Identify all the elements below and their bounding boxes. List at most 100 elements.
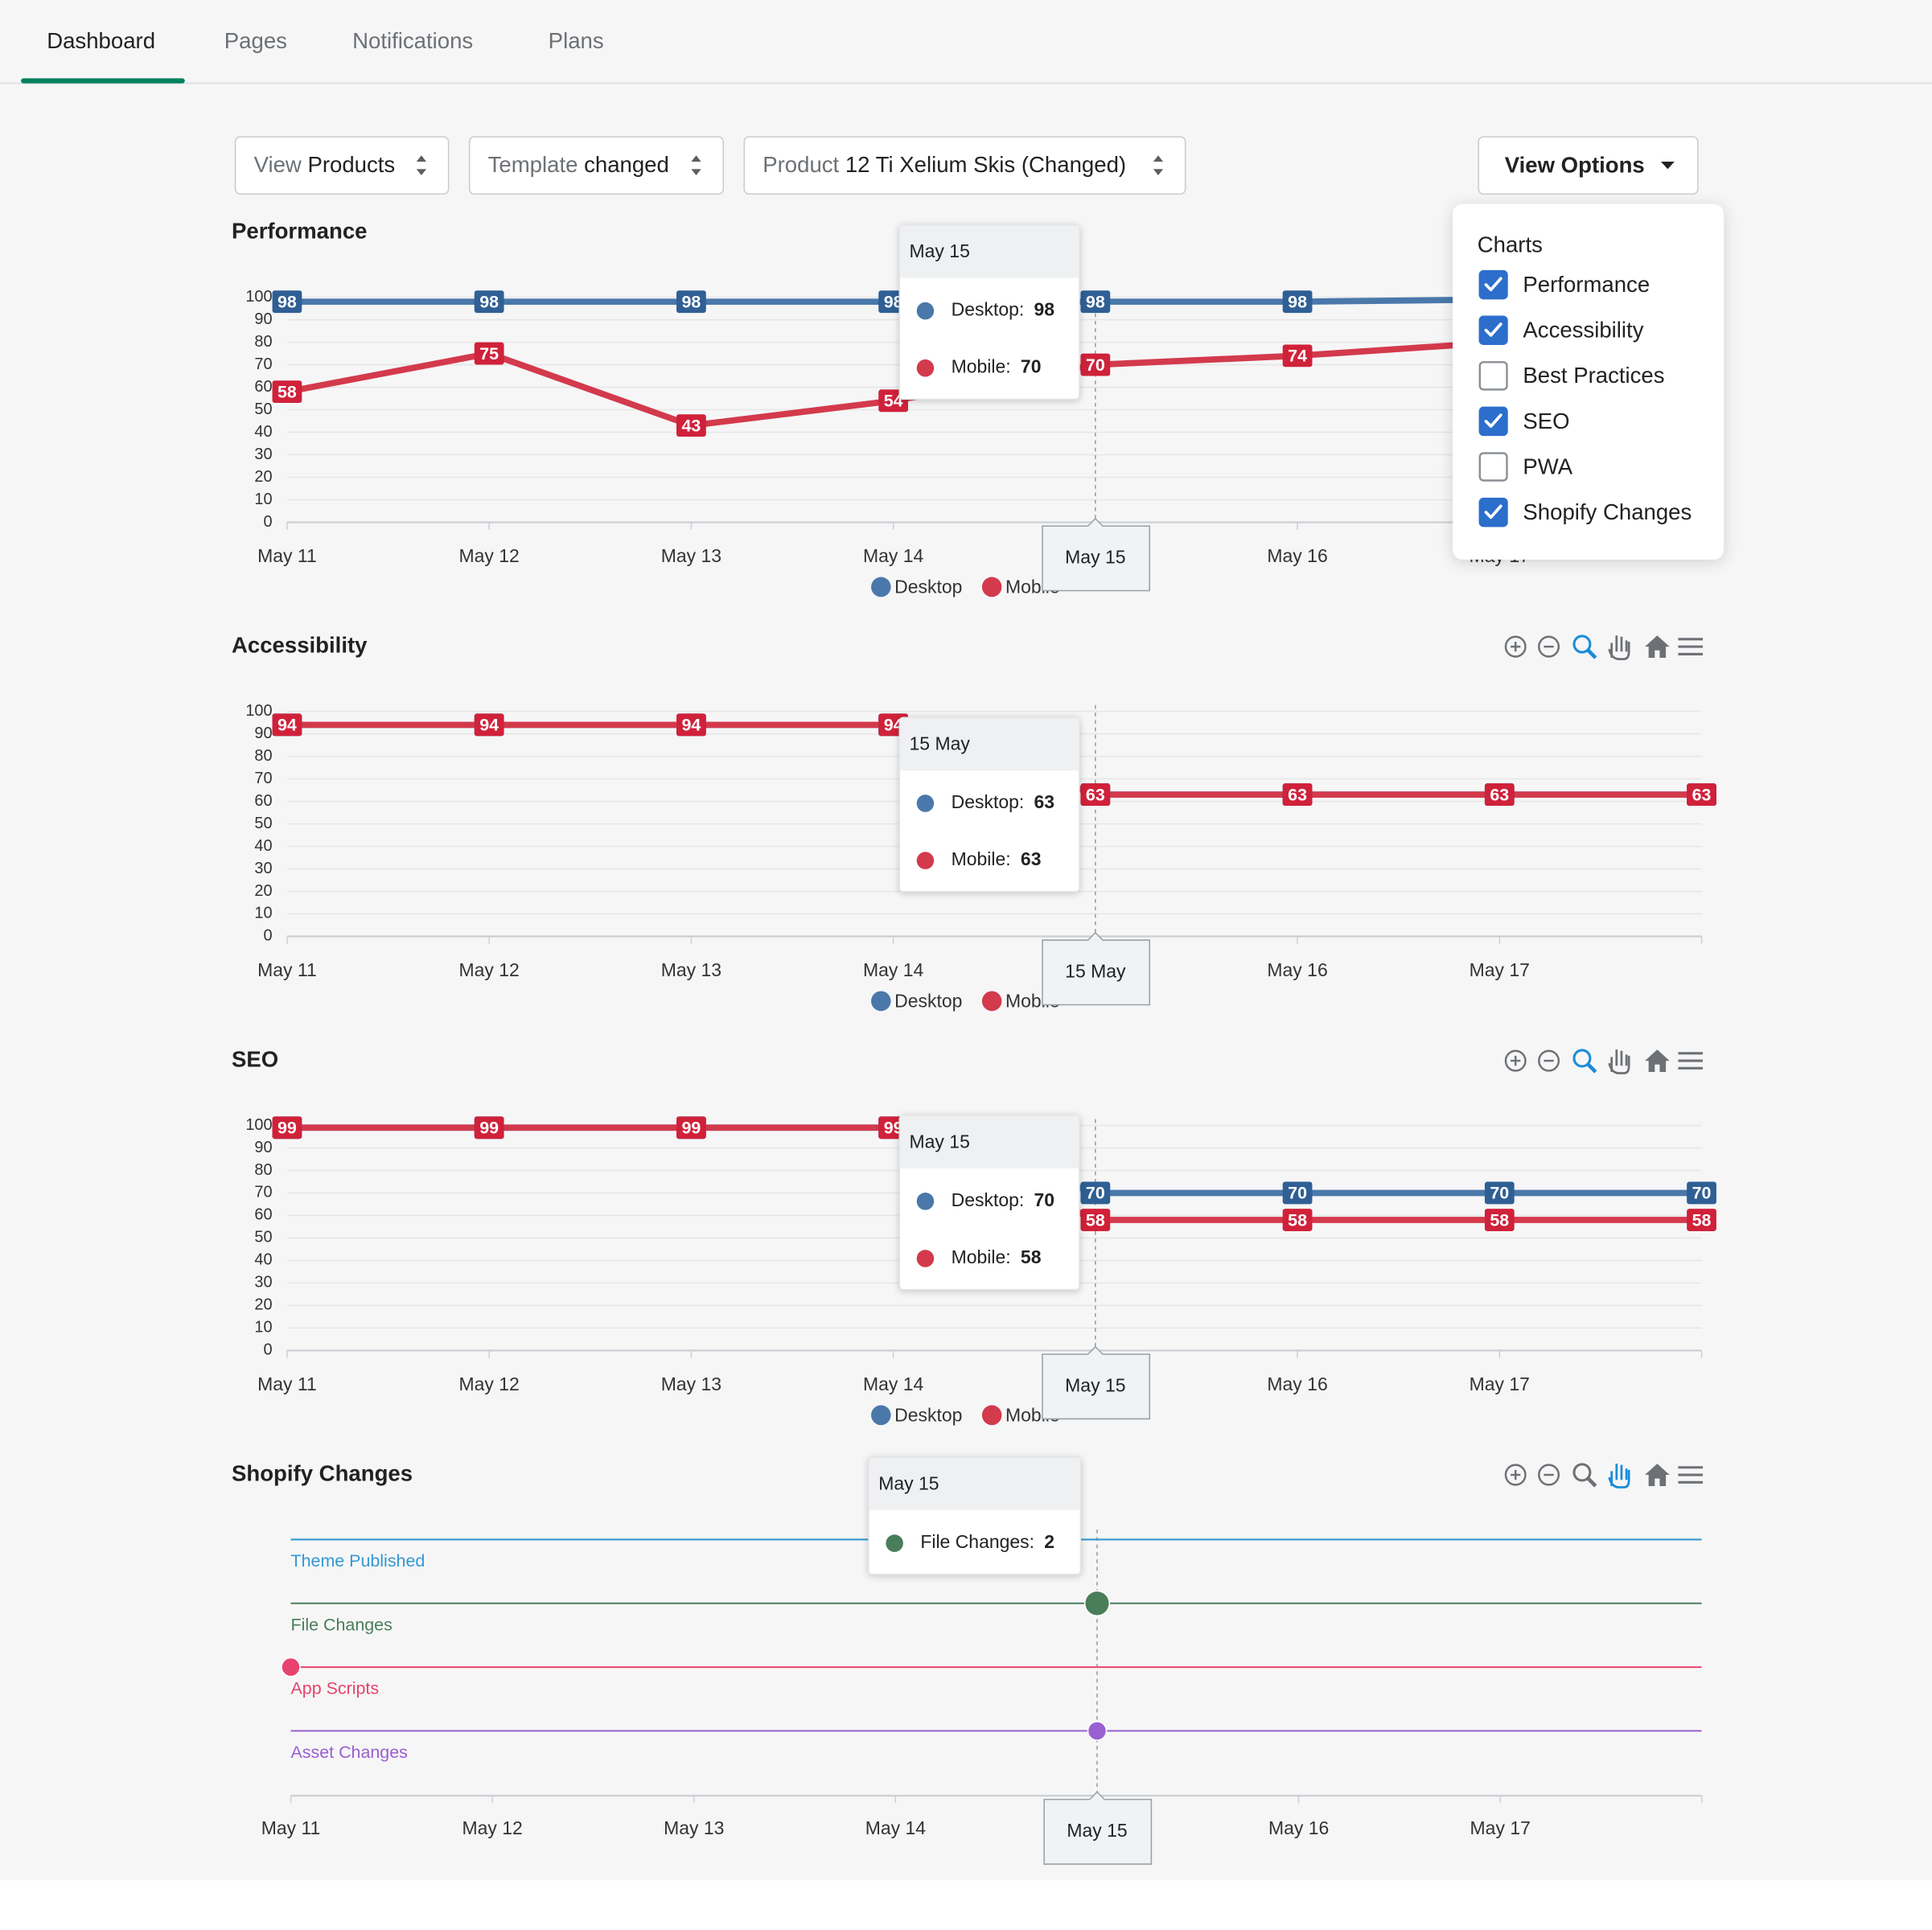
x-tick-label: May 14 [865,1817,926,1838]
data-label: 98 [681,292,701,311]
zoom-in-icon[interactable] [1504,635,1527,658]
data-label-bg [1687,1181,1716,1205]
y-tick-label: 90 [254,725,272,742]
filter-label: Product [763,152,839,177]
legend-dot [981,577,1002,597]
data-label: 94 [884,716,903,735]
tab[interactable]: Notifications [352,28,473,53]
y-tick-label: 100 [245,288,272,306]
tab[interactable]: Plans [549,28,604,53]
tooltip-header [900,1115,1079,1168]
data-label-bg [1687,1209,1716,1231]
filter-text: Template changed [488,152,669,177]
filter-select[interactable] [743,136,1186,195]
zoom-out-icon[interactable] [1538,635,1560,658]
filter-label: View [254,152,302,177]
lane-label: Theme Published [291,1551,425,1571]
menu-icon[interactable] [1678,638,1704,655]
y-tick-label: 20 [254,1296,272,1314]
filter-value: changed [584,152,669,177]
data-label-bg [1282,290,1313,314]
data-label-bg [1282,1181,1313,1205]
checkbox[interactable] [1478,361,1508,391]
tab[interactable]: Dashboard [47,28,155,53]
tooltip-label: Desktop: [952,791,1025,812]
data-label: 70 [1288,1184,1307,1203]
legend-dot [981,991,1002,1012]
crosshair-label: May 15 [1065,546,1125,567]
x-tick-label: May 11 [257,959,317,980]
select-arrows [691,155,701,176]
x-tick-label: May 13 [664,1817,724,1838]
x-tick-label: May 11 [257,545,317,566]
checkmark [1484,504,1502,519]
data-label: 54 [884,392,903,411]
y-tick-label: 100 [245,1116,272,1134]
data-label: 63 [1288,785,1307,804]
filter-select[interactable] [468,136,724,195]
data-label-bg [676,290,706,314]
checkbox-label[interactable]: Best Practices [1523,363,1664,388]
menu-icon[interactable] [1678,1466,1704,1484]
checkbox-label[interactable]: SEO [1523,409,1569,433]
tooltip-header [900,225,1079,278]
data-label: 63 [1086,785,1105,804]
dropdown-panel [1453,203,1724,560]
menu-icon[interactable] [1678,1052,1704,1070]
zoom-select-icon[interactable] [1572,634,1592,654]
tooltip-dot [916,359,935,377]
data-label-bg [272,713,302,737]
checkbox[interactable] [1478,452,1508,482]
tooltip-item: Mobile: 70 [952,356,1042,377]
y-tick-label: 40 [254,1251,272,1269]
pan-icon[interactable] [1608,635,1630,660]
x-tick-label: May 17 [1470,959,1530,980]
data-label: 70 [1692,1184,1712,1203]
legend-label[interactable]: Desktop [894,576,962,597]
zoom-in-icon[interactable] [1504,1464,1527,1486]
crosshair-label-box [1043,1791,1153,1865]
checkbox-label[interactable]: Accessibility [1523,317,1643,342]
zoom-out-icon[interactable] [1538,1464,1560,1486]
tooltip-dot [916,1192,935,1210]
tooltip-title: May 15 [910,240,970,261]
tab[interactable]: Pages [224,28,287,53]
view-options-button[interactable] [1478,136,1699,195]
data-label: 98 [1288,292,1307,311]
data-label-bg [676,1116,706,1140]
zoom-out-icon[interactable] [1538,1049,1560,1072]
legend-label[interactable]: Desktop [894,1404,962,1425]
legend-dot [871,1405,891,1426]
zoom-in-icon[interactable] [1504,1049,1527,1072]
filter-select[interactable] [234,136,450,195]
zoom-select-icon[interactable] [1572,1463,1592,1482]
x-tick-label: May 13 [661,959,721,980]
chart-title: Accessibility [232,632,368,657]
data-label-bg [1282,1209,1313,1231]
x-tick-label: May 13 [661,545,721,566]
data-label: 94 [479,716,499,735]
filter-label: Template [488,152,578,177]
legend-dot [871,577,891,597]
filter-value: Products [307,152,395,177]
zoom-select-icon[interactable] [1572,1049,1592,1068]
tooltip-dot [916,1250,935,1267]
crosshair-label-box [1042,931,1151,1006]
y-tick-label: 90 [254,1139,272,1156]
data-label: 58 [1086,1210,1105,1230]
pan-icon[interactable] [1608,1464,1630,1489]
pan-icon[interactable] [1608,1049,1630,1074]
data-label: 94 [681,716,701,735]
event-point [281,1657,301,1677]
checkbox-label[interactable]: Performance [1523,272,1650,297]
data-label-bg [1282,783,1313,807]
tooltip-dot [886,1534,903,1552]
data-label: 63 [1692,785,1712,804]
tooltip-item: Desktop: 98 [952,299,1055,320]
checkbox-label[interactable]: Shopify Changes [1523,499,1692,524]
data-label: 70 [1086,1184,1105,1203]
y-tick-label: 50 [254,815,272,832]
checkbox-label[interactable]: PWA [1523,454,1572,478]
zoom-select-handle [1586,1063,1597,1074]
legend-label[interactable]: Desktop [894,990,962,1011]
